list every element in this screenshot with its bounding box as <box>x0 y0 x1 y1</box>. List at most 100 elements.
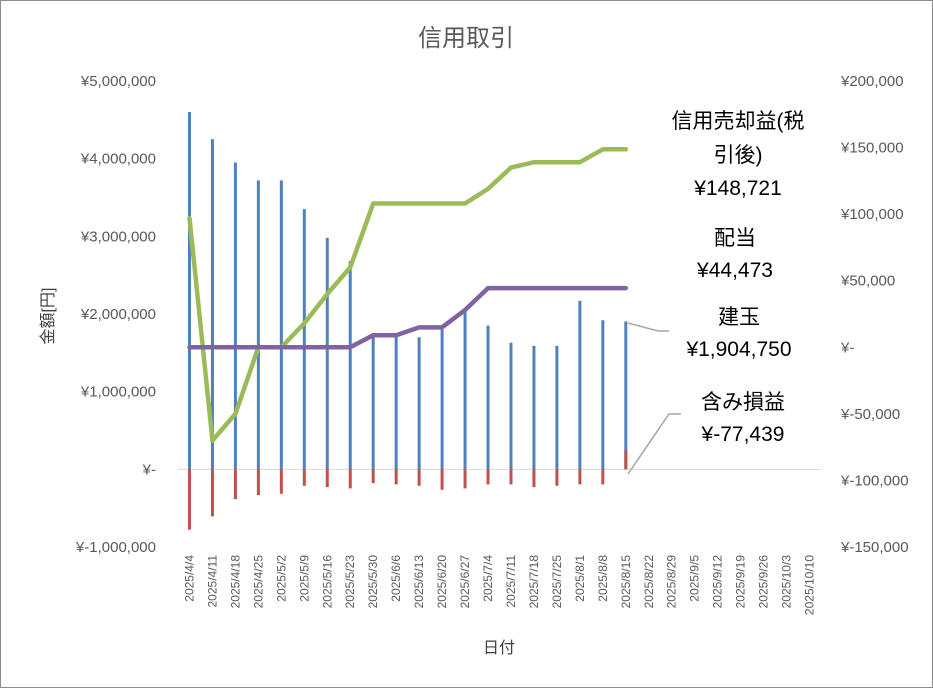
position-bar <box>417 337 421 470</box>
callout-label: ¥148,721 <box>693 177 782 200</box>
x-tick-label: 2025/9/19 <box>734 555 748 609</box>
x-tick-label: 2025/5/30 <box>366 555 380 609</box>
position-bar <box>371 335 375 470</box>
realized-profit-line <box>187 147 629 443</box>
unrealized-pl-bar <box>348 469 352 489</box>
x-tick-label: 2025/6/27 <box>458 555 472 609</box>
y-right-tick-label: ¥-100,000 <box>840 472 909 489</box>
x-tick-label: 2025/9/12 <box>711 555 725 609</box>
x-tick-label: 2025/4/18 <box>228 555 242 609</box>
position-bar <box>601 320 605 470</box>
position-bar <box>578 300 582 470</box>
y-left-tick-label: ¥1,000,000 <box>80 384 156 401</box>
position-bar <box>256 180 260 470</box>
x-tick-label: 2025/4/25 <box>251 555 265 609</box>
unrealized-pl-bar <box>302 469 306 486</box>
callout-label: 信用売却益(税 <box>672 110 805 133</box>
callout-label: 引後) <box>714 144 763 167</box>
callout-label: ¥-77,439 <box>701 423 785 446</box>
x-tick-label: 2025/5/16 <box>320 555 334 609</box>
position-bar <box>210 139 214 470</box>
y-right-tick-label: ¥200,000 <box>840 73 904 90</box>
y-left-tick-label: ¥5,000,000 <box>80 73 156 90</box>
unrealized-pl-bar <box>440 469 444 490</box>
unrealized-pl-bar <box>256 469 260 496</box>
x-tick-label: 2025/8/8 <box>596 555 610 602</box>
callout-label: 建玉 <box>718 306 760 329</box>
unrealized-pl-bar <box>532 469 536 488</box>
position-bar <box>463 310 467 470</box>
position-bar <box>187 112 191 470</box>
unrealized-pl-bar <box>394 469 398 485</box>
leader-line-position <box>627 322 669 332</box>
y-axis-label: 金額[円] <box>39 288 57 345</box>
position-bar <box>509 342 513 470</box>
unrealized-pl-bar <box>486 469 490 485</box>
callout-label: ¥44,473 <box>696 259 773 282</box>
y-right-tick-label: ¥- <box>840 339 854 356</box>
x-tick-label: 2025/6/20 <box>435 555 449 609</box>
y-right-tick-label: ¥100,000 <box>840 206 904 223</box>
x-tick-label: 2025/7/4 <box>481 555 495 602</box>
x-tick-label: 2025/9/5 <box>688 555 702 602</box>
y-right-tick-label: ¥-50,000 <box>840 406 900 423</box>
unrealized-pl-bar <box>463 469 467 489</box>
unrealized-pl-bar <box>187 469 191 530</box>
unrealized-pl-bar <box>371 469 375 484</box>
x-tick-label: 2025/6/13 <box>412 555 426 609</box>
x-tick-label: 2025/6/6 <box>389 555 403 602</box>
position-bar <box>348 261 352 470</box>
y-right-tick-label: ¥50,000 <box>840 273 895 290</box>
unrealized-pl-bar <box>601 469 605 485</box>
x-axis-label: 日付 <box>483 639 515 657</box>
y-right-tick-label: ¥150,000 <box>840 140 904 157</box>
x-tick-label: 2025/8/29 <box>665 555 679 609</box>
position-bar <box>555 345 559 470</box>
position-bar <box>624 321 628 470</box>
callout-label: ¥1,904,750 <box>685 338 791 361</box>
unrealized-pl-bar <box>555 469 559 486</box>
y-left-tick-label: ¥- <box>142 461 156 478</box>
dividend-line <box>187 285 629 350</box>
chart-title: 信用取引 <box>418 25 514 52</box>
unrealized-pl-bar <box>417 469 421 486</box>
unrealized-pl-bar <box>325 469 329 488</box>
unrealized-pl-bar <box>624 450 628 470</box>
x-tick-label: 2025/8/22 <box>642 555 656 609</box>
position-bar <box>279 180 283 470</box>
leader-line-unrealized <box>627 413 681 475</box>
position-bar <box>440 329 444 470</box>
x-tick-label: 2025/5/9 <box>297 555 311 602</box>
x-tick-label: 2025/5/23 <box>343 555 357 609</box>
y-left-tick-label: ¥2,000,000 <box>80 306 156 323</box>
x-tick-label: 2025/4/11 <box>205 555 219 608</box>
callout-label: 含み損益 <box>701 391 785 414</box>
y-right-tick-label: ¥-150,000 <box>840 539 909 556</box>
position-bar <box>233 162 237 470</box>
callout-label: 配当 <box>714 227 756 250</box>
position-bar <box>394 335 398 470</box>
position-bar <box>532 345 536 470</box>
unrealized-pl-bar <box>279 469 283 494</box>
x-tick-label: 2025/9/26 <box>757 555 771 609</box>
position-bar <box>325 237 329 470</box>
x-tick-label: 2025/8/1 <box>573 555 587 602</box>
position-bar <box>486 325 490 470</box>
x-tick-label: 2025/10/3 <box>780 555 794 609</box>
x-tick-label: 2025/4/4 <box>182 555 196 602</box>
y-left-tick-label: ¥3,000,000 <box>80 228 156 245</box>
unrealized-pl-bar <box>578 469 582 485</box>
x-tick-label: 2025/10/10 <box>803 555 817 615</box>
unrealized-pl-bar <box>509 469 513 485</box>
x-tick-label: 2025/7/11 <box>504 555 518 608</box>
y-left-tick-label: ¥-1,000,000 <box>75 539 156 556</box>
x-tick-label: 2025/5/2 <box>274 555 288 602</box>
position-bar <box>302 209 306 470</box>
y-left-tick-label: ¥4,000,000 <box>80 151 156 168</box>
x-tick-label: 2025/7/18 <box>527 555 541 609</box>
x-tick-label: 2025/7/25 <box>550 555 564 609</box>
unrealized-pl-bar <box>210 469 214 517</box>
x-tick-label: 2025/8/15 <box>619 555 633 609</box>
